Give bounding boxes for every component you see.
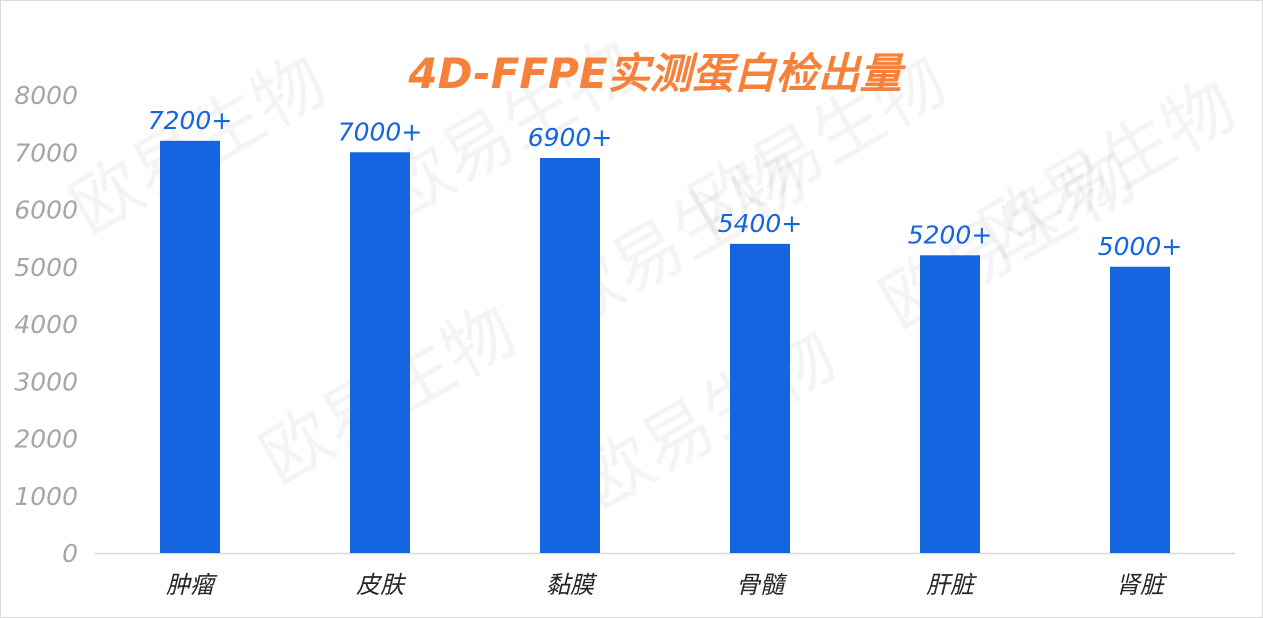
data-label: 5200+ bbox=[908, 220, 993, 249]
y-tick-label: 5000 bbox=[14, 253, 78, 282]
data-label: 5400+ bbox=[718, 209, 803, 238]
x-tick-label: 肾脏 bbox=[1116, 571, 1168, 599]
bar bbox=[160, 140, 220, 554]
y-tick-label: 4000 bbox=[14, 310, 78, 339]
y-tick-label: 8000 bbox=[14, 81, 78, 110]
bar bbox=[1110, 266, 1170, 553]
x-tick-label: 骨髓 bbox=[736, 571, 788, 599]
y-tick-label: 3000 bbox=[14, 367, 78, 396]
x-tick-label: 皮肤 bbox=[356, 571, 407, 599]
x-tick-label: 肝脏 bbox=[926, 571, 978, 599]
x-axis-labels: 肿瘤 皮肤 黏膜 骨髓 肝脏 肾脏 bbox=[166, 571, 1168, 599]
chart-title: 4D-FFPE实测蛋白检出量 bbox=[407, 49, 906, 98]
data-label: 7200+ bbox=[148, 106, 233, 135]
x-tick-label: 肿瘤 bbox=[166, 571, 218, 599]
y-tick-label: 2000 bbox=[14, 425, 78, 454]
y-axis: 0 1000 2000 3000 4000 5000 6000 7000 8000 bbox=[14, 81, 78, 568]
bars-group bbox=[160, 140, 1170, 554]
data-labels-group: 7200+ 7000+ 6900+ 5400+ 5200+ 5000+ bbox=[148, 106, 1183, 261]
watermark-text: 欧易生物 bbox=[566, 314, 849, 525]
y-tick-label: 1000 bbox=[14, 482, 78, 511]
data-label: 6900+ bbox=[528, 123, 613, 152]
bar bbox=[920, 255, 980, 554]
bar bbox=[350, 152, 410, 553]
x-tick-label: 黏膜 bbox=[546, 571, 598, 599]
data-label: 5000+ bbox=[1098, 232, 1183, 261]
y-tick-label: 0 bbox=[62, 539, 78, 568]
data-label: 7000+ bbox=[338, 117, 423, 146]
y-tick-label: 7000 bbox=[14, 138, 78, 167]
watermark-layer: 欧易生物欧易生物欧易生物欧易生物欧易生物欧易生物欧易生物欧易生物 bbox=[56, 24, 1249, 525]
y-tick-label: 6000 bbox=[14, 196, 78, 225]
bar bbox=[730, 243, 790, 553]
bar bbox=[540, 157, 600, 553]
